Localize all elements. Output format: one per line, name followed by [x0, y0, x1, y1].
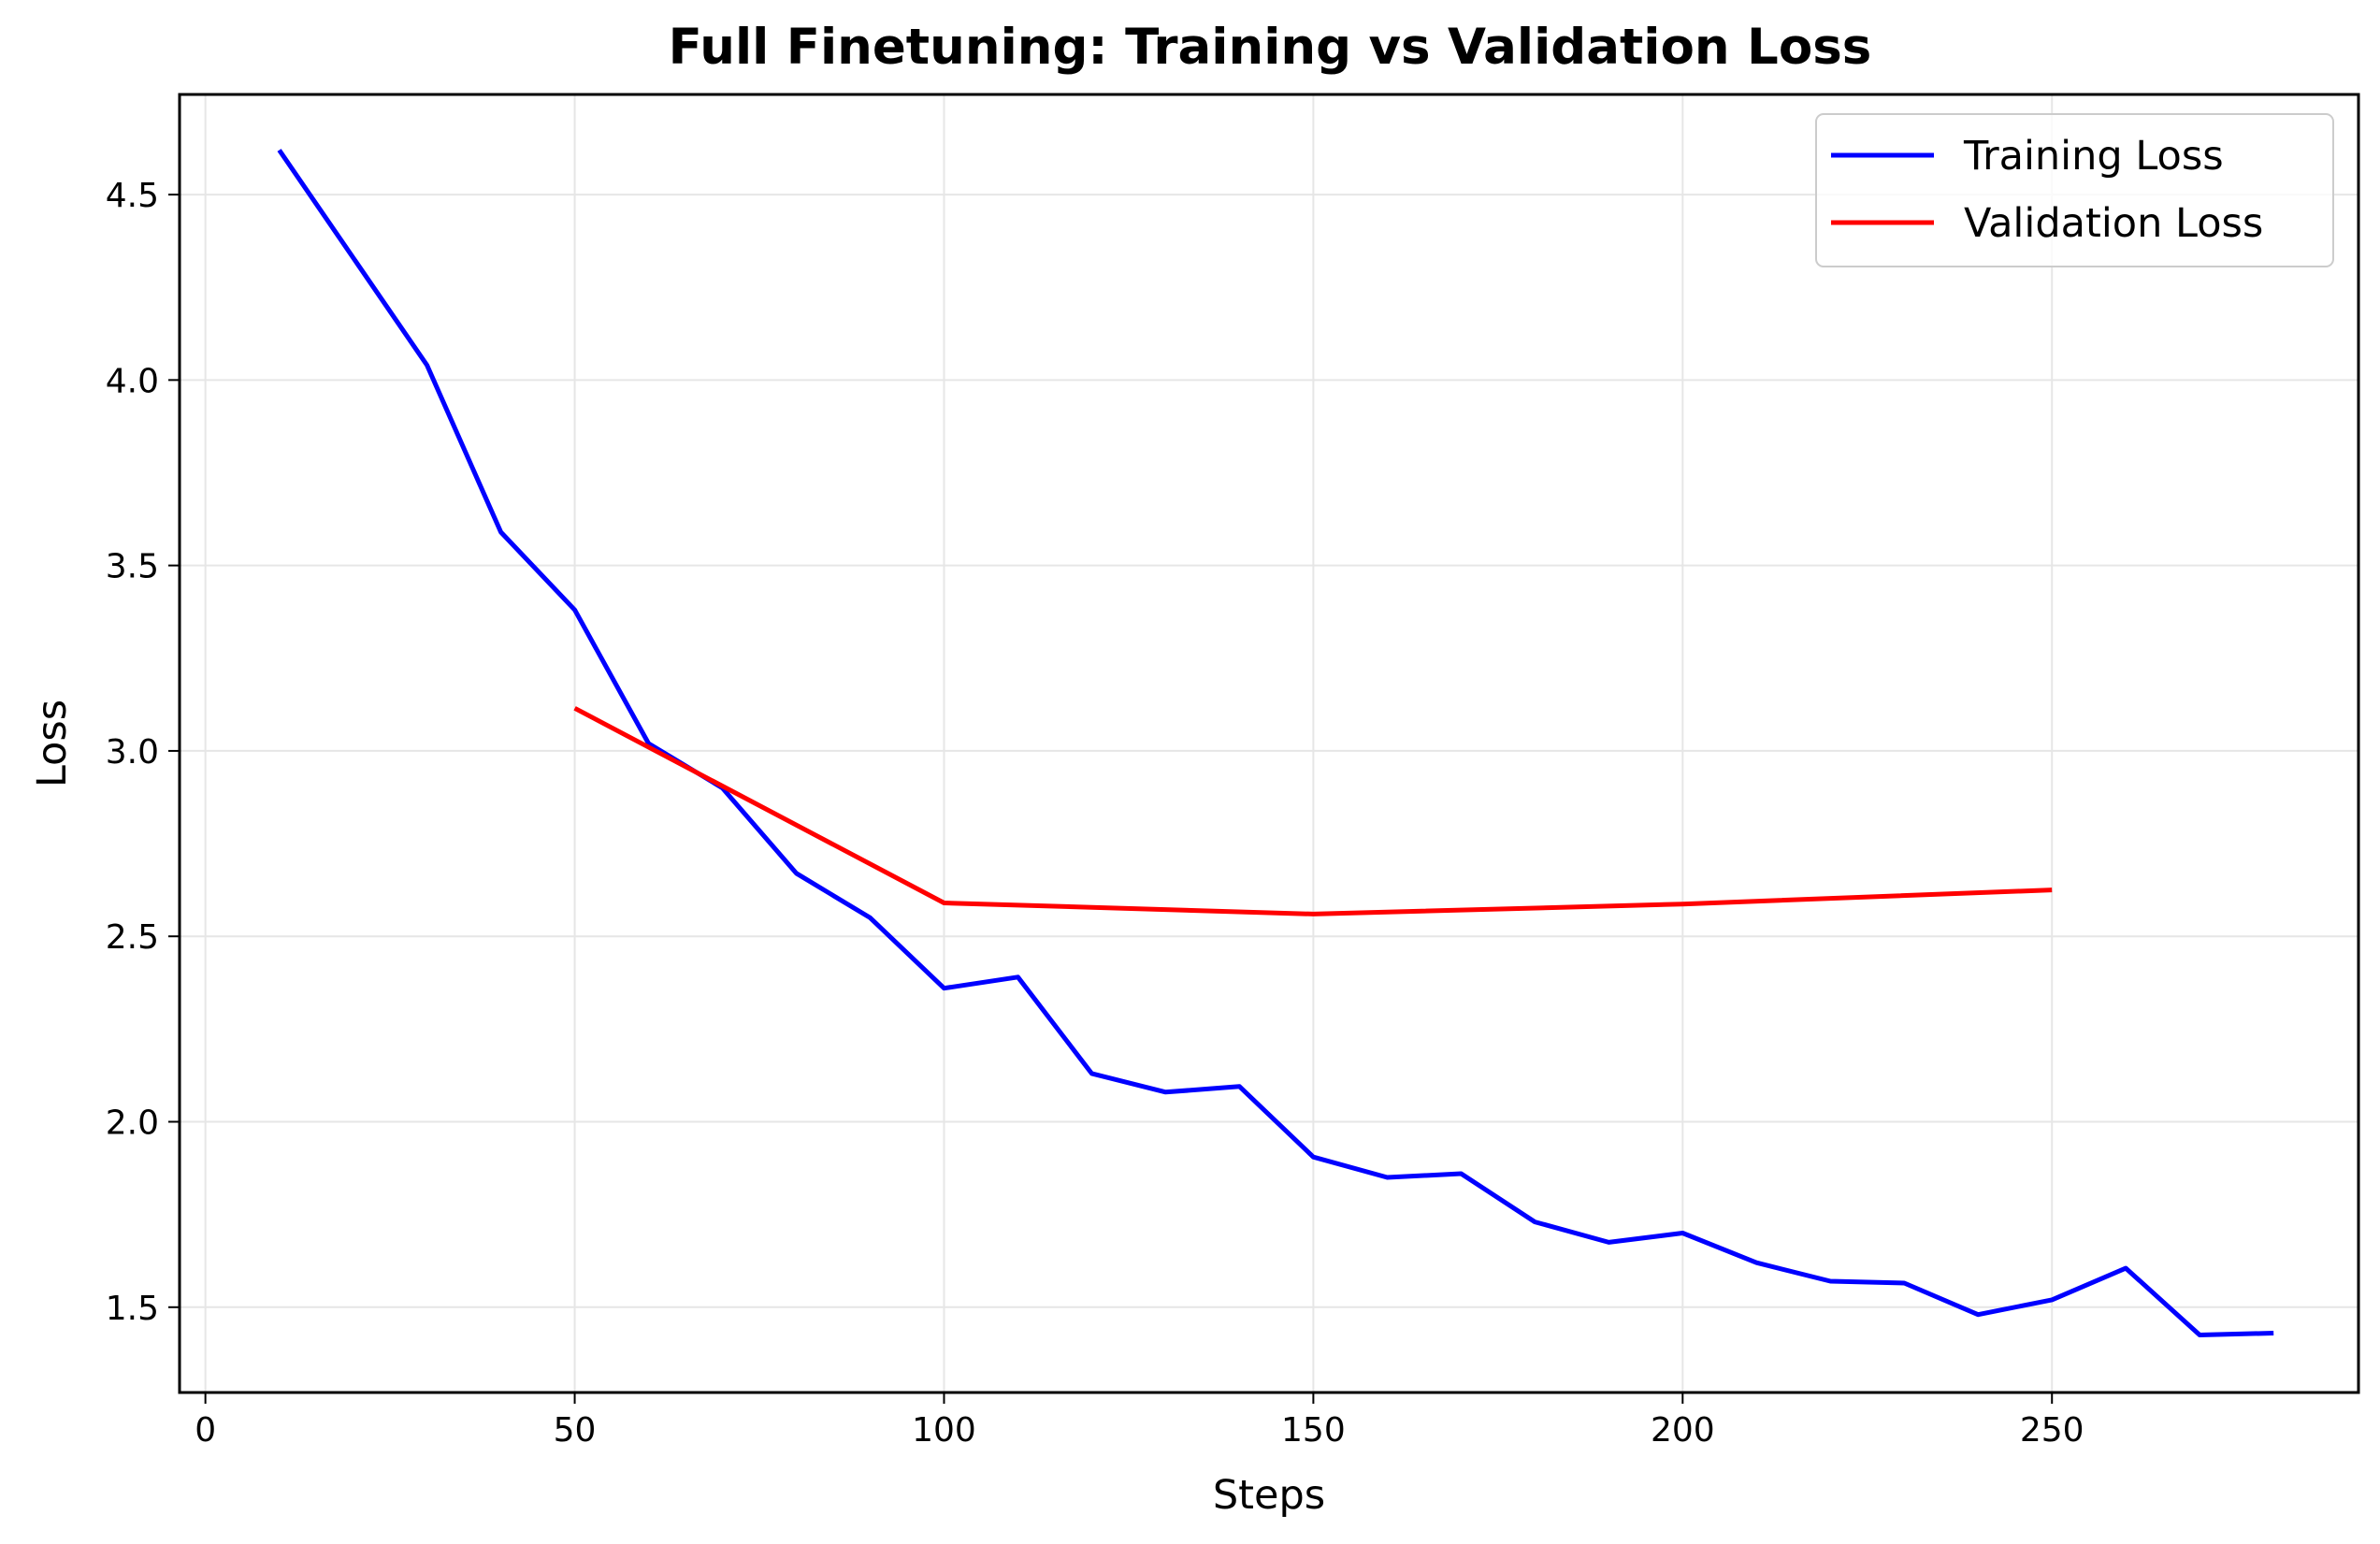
y-tick-label: 3.5 — [106, 548, 159, 586]
y-tick-label: 4.5 — [106, 177, 159, 215]
x-tick-label: 0 — [195, 1411, 216, 1450]
y-tick-label: 2.5 — [106, 918, 159, 957]
x-tick-label: 200 — [1651, 1411, 1715, 1450]
legend: Training Loss Validation Loss — [1815, 113, 2334, 267]
x-tick-label: 250 — [2020, 1411, 2084, 1450]
legend-label-validation: Validation Loss — [1964, 200, 2263, 247]
y-tick-label: 2.0 — [106, 1104, 159, 1143]
x-tick-label: 100 — [912, 1411, 976, 1450]
series-line-training-loss — [277, 149, 2274, 1337]
legend-label-training: Training Loss — [1963, 133, 2224, 180]
grid — [180, 94, 2358, 1392]
series-line-validation-loss — [573, 706, 2053, 916]
y-tick-label: 4.0 — [106, 362, 159, 400]
y-axis-label: Loss — [29, 700, 76, 787]
x-axis-label: Steps — [1213, 1472, 1325, 1519]
plot-frame — [178, 93, 2360, 1394]
y-tick-label: 1.5 — [106, 1290, 159, 1328]
axis-ticks: 0 50 100 150 200 250 1.5 2.0 2.5 3.0 3.5 4.0 4.5 — [106, 177, 2084, 1450]
y-tick-label: 3.0 — [106, 733, 159, 772]
x-tick-label: 150 — [1281, 1411, 1346, 1450]
chart-title: Full Finetuning: Training vs Validation … — [669, 19, 1872, 76]
x-tick-label: 50 — [554, 1411, 597, 1450]
series-lines — [277, 149, 2274, 1337]
legend-box — [1815, 113, 2334, 267]
